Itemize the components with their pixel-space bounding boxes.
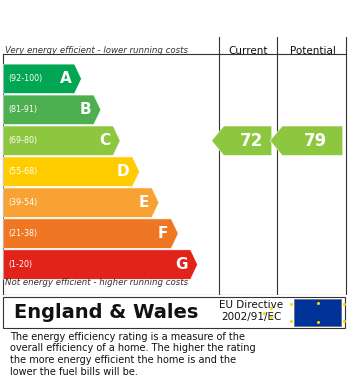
Polygon shape	[3, 95, 101, 124]
Text: E: E	[139, 195, 149, 210]
Text: F: F	[158, 226, 168, 241]
Text: Very energy efficient - lower running costs: Very energy efficient - lower running co…	[5, 46, 188, 55]
Text: Energy Efficiency Rating: Energy Efficiency Rating	[14, 9, 244, 27]
Text: England & Wales: England & Wales	[14, 303, 198, 322]
Text: 72: 72	[240, 132, 263, 150]
Text: (55-68): (55-68)	[9, 167, 38, 176]
Polygon shape	[3, 219, 178, 248]
Polygon shape	[3, 64, 81, 93]
Text: The energy efficiency rating is a measure of the
overall efficiency of a home. T: The energy efficiency rating is a measur…	[10, 332, 256, 377]
Text: (21-38): (21-38)	[9, 229, 38, 238]
Text: 79: 79	[304, 132, 327, 150]
Bar	[294, 299, 341, 326]
Text: Not energy efficient - higher running costs: Not energy efficient - higher running co…	[5, 278, 188, 287]
Text: G: G	[175, 257, 188, 272]
Text: A: A	[60, 71, 72, 86]
Text: (1-20): (1-20)	[9, 260, 33, 269]
Text: B: B	[79, 102, 91, 117]
Polygon shape	[270, 126, 343, 155]
Text: D: D	[117, 164, 130, 179]
Text: Potential: Potential	[290, 46, 335, 56]
Text: (69-80): (69-80)	[9, 136, 38, 145]
Polygon shape	[212, 126, 272, 155]
Text: C: C	[99, 133, 110, 148]
Text: (81-91): (81-91)	[9, 105, 38, 114]
Text: EU Directive
2002/91/EC: EU Directive 2002/91/EC	[219, 300, 283, 321]
Polygon shape	[3, 188, 159, 217]
Text: (39-54): (39-54)	[9, 198, 38, 207]
Text: Current: Current	[228, 46, 268, 56]
Text: (92-100): (92-100)	[9, 74, 43, 83]
Bar	[3, 297, 345, 328]
Polygon shape	[3, 126, 120, 155]
Polygon shape	[3, 157, 140, 187]
Polygon shape	[3, 250, 198, 279]
